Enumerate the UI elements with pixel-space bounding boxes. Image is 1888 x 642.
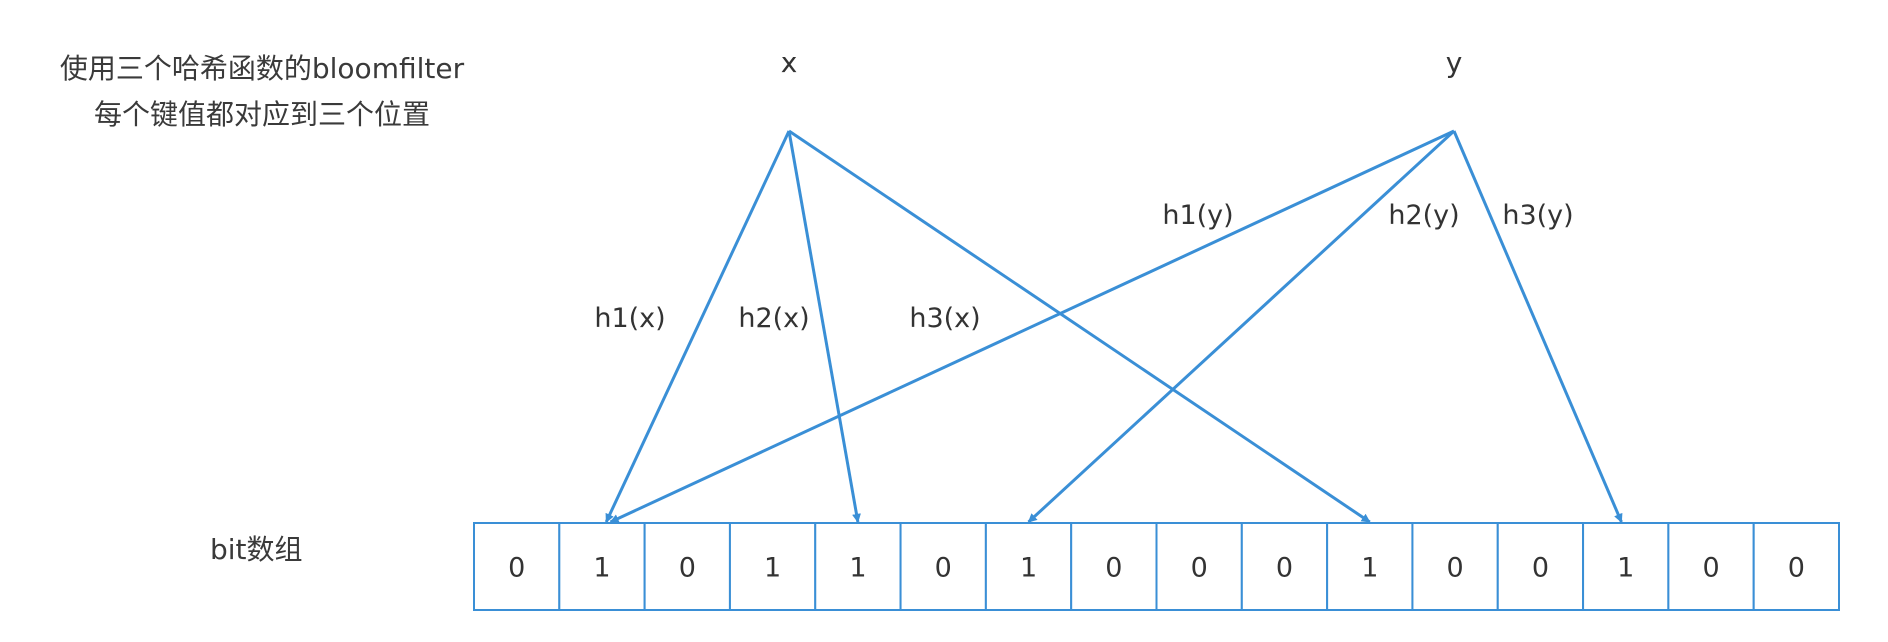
hash-label: h1(y) bbox=[1162, 200, 1233, 231]
caption-line-2: 每个键值都对应到三个位置 bbox=[93, 98, 430, 131]
hash-label: h1(x) bbox=[594, 303, 665, 334]
bit-cell-box bbox=[1496, 522, 1585, 611]
bit-cell: 0 bbox=[1496, 522, 1585, 611]
key-label-x: x bbox=[781, 46, 798, 79]
bit-value: 1 bbox=[593, 553, 610, 584]
caption-line-1: 使用三个哈希函数的bloomfilter bbox=[59, 52, 465, 85]
bit-cell: 0 bbox=[1155, 522, 1243, 611]
bit-cell-box bbox=[1155, 522, 1243, 611]
bit-cell: 0 bbox=[643, 522, 731, 611]
bit-cell: 0 bbox=[1752, 522, 1840, 611]
bit-value: 0 bbox=[1276, 553, 1293, 584]
bit-value: 0 bbox=[935, 553, 952, 584]
hash-arrow bbox=[788, 129, 1371, 524]
bit-cell: 0 bbox=[1667, 522, 1755, 611]
bit-value: 0 bbox=[1191, 553, 1208, 584]
bit-cell-box bbox=[728, 522, 817, 611]
diagram-caption: 使用三个哈希函数的bloomfilter 每个键值都对应到三个位置 bbox=[36, 46, 488, 138]
bit-cell: 1 bbox=[1326, 522, 1414, 611]
hash-labels: h1(x) h2(x) h3(x) h1(y) h2(y) h3(y) bbox=[594, 200, 1573, 334]
bit-value: 0 bbox=[1105, 553, 1122, 584]
bit-cell: 0 bbox=[899, 522, 987, 611]
bit-array-label: bit数组 bbox=[210, 533, 303, 566]
bit-value: 0 bbox=[1788, 553, 1805, 584]
bit-cell: 0 bbox=[1240, 522, 1329, 611]
bit-cell-box bbox=[984, 522, 1073, 611]
bit-cell-box bbox=[1070, 522, 1158, 611]
bit-cell-box bbox=[473, 522, 561, 611]
bit-cell: 1 bbox=[814, 522, 902, 611]
hash-arrow bbox=[787, 130, 861, 523]
hash-arrow bbox=[604, 130, 791, 523]
bit-cell: 0 bbox=[473, 522, 561, 611]
bit-cell-box bbox=[899, 522, 987, 611]
hash-label: h3(x) bbox=[909, 303, 980, 334]
bit-value: 0 bbox=[508, 553, 525, 584]
hash-label: h3(y) bbox=[1502, 200, 1573, 231]
bit-value: 0 bbox=[1447, 553, 1464, 584]
bit-cell-box bbox=[1411, 522, 1499, 611]
hash-arrow bbox=[609, 129, 1455, 524]
hash-label: h2(x) bbox=[738, 303, 809, 334]
bit-cell-box bbox=[1752, 522, 1840, 611]
bit-cell-box bbox=[1326, 522, 1414, 611]
bit-cell: 1 bbox=[1582, 522, 1670, 611]
bit-value: 0 bbox=[1532, 553, 1549, 584]
bit-cell: 1 bbox=[558, 522, 646, 611]
bit-value: 1 bbox=[1617, 553, 1634, 584]
bit-cell: 1 bbox=[728, 522, 817, 611]
bit-value: 1 bbox=[849, 553, 866, 584]
hash-label: h2(y) bbox=[1388, 200, 1459, 231]
bit-value: 0 bbox=[1702, 553, 1719, 584]
bit-value: 1 bbox=[1361, 553, 1378, 584]
key-label-y: y bbox=[1446, 46, 1463, 79]
bit-cell: 0 bbox=[1411, 522, 1499, 611]
bit-array: 0 1 0 1 1 0 1 0 0 0 1 0 0 1 0 0 bbox=[473, 522, 1840, 611]
bit-cell: 0 bbox=[1070, 522, 1158, 611]
bit-cell: 1 bbox=[984, 522, 1073, 611]
hash-arrow bbox=[1027, 129, 1456, 524]
bit-cell-box bbox=[1582, 522, 1670, 611]
bit-value: 0 bbox=[679, 553, 696, 584]
bit-cell-box bbox=[643, 522, 731, 611]
bit-value: 1 bbox=[764, 553, 781, 584]
bit-cell-box bbox=[814, 522, 902, 611]
hash-arrow bbox=[1452, 130, 1623, 523]
bit-value: 1 bbox=[1020, 553, 1037, 584]
hash-arrows bbox=[604, 129, 1623, 524]
